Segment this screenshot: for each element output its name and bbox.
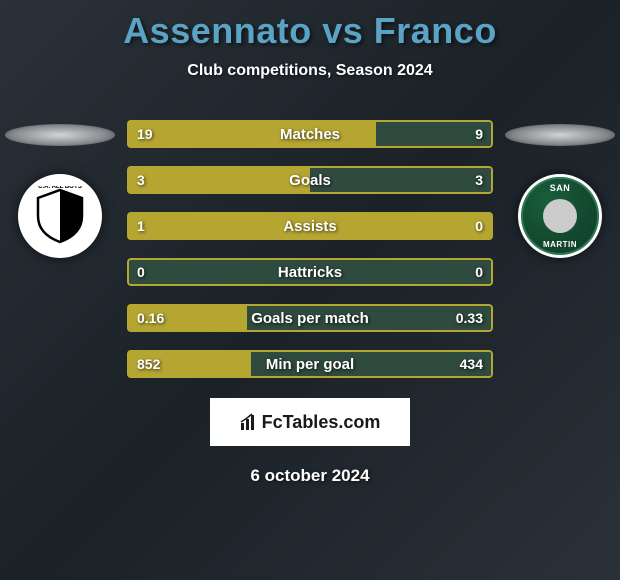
stat-value-left: 0 <box>137 264 145 280</box>
vs-separator: vs <box>312 10 374 51</box>
bar-segment-left <box>127 166 310 194</box>
ball-icon <box>543 199 577 233</box>
watermark-text: FcTables.com <box>262 412 381 433</box>
crest-right-top-text: SAN <box>521 183 599 193</box>
subtitle: Club competitions, Season 2024 <box>0 62 620 80</box>
spotlight-ellipse-left <box>5 124 115 146</box>
player2-name: Franco <box>374 10 497 51</box>
bar-segment-left <box>127 212 493 240</box>
watermark: FcTables.com <box>210 398 410 446</box>
crest-right: SAN MARTIN <box>518 174 602 258</box>
comparison-content: C.A. ALL BOYS SAN MARTIN Matches199 Goals… <box>0 120 620 378</box>
bar-segment-left <box>127 304 247 332</box>
right-crest-column: SAN MARTIN <box>500 120 620 258</box>
stat-row: Goals per match0.160.33 <box>127 304 493 332</box>
chart-bars-icon <box>240 413 258 431</box>
bar-border <box>127 258 493 286</box>
comparison-bars: Matches199 Goals33 Assists10 Hattricks0 0 Goa… <box>127 120 493 378</box>
stat-row: Assists10 <box>127 212 493 240</box>
spotlight-ellipse-right <box>505 124 615 146</box>
stat-label: Hattricks <box>127 264 493 281</box>
stat-row: Matches199 <box>127 120 493 148</box>
shield-icon: C.A. ALL BOYS <box>30 186 90 246</box>
player1-name: Assennato <box>123 10 312 51</box>
bar-segment-right <box>247 304 493 332</box>
crest-left: C.A. ALL BOYS <box>18 174 102 258</box>
stat-row: Min per goal852434 <box>127 350 493 378</box>
stat-row: Goals33 <box>127 166 493 194</box>
bar-segment-right <box>251 350 493 378</box>
bar-segment-left <box>127 120 376 148</box>
date-text: 6 october 2024 <box>0 466 620 486</box>
bar-segment-right <box>310 166 493 194</box>
bar-segment-right <box>376 120 493 148</box>
crest-right-bottom-text: MARTIN <box>521 240 599 249</box>
left-crest-column: C.A. ALL BOYS <box>0 120 120 258</box>
stat-row: Hattricks0 0 <box>127 258 493 286</box>
page-title: Assennato vs Franco <box>0 0 620 52</box>
bar-segment-left <box>127 350 251 378</box>
stat-value-right: 0 <box>475 264 483 280</box>
svg-text:C.A. ALL BOYS: C.A. ALL BOYS <box>38 186 82 190</box>
